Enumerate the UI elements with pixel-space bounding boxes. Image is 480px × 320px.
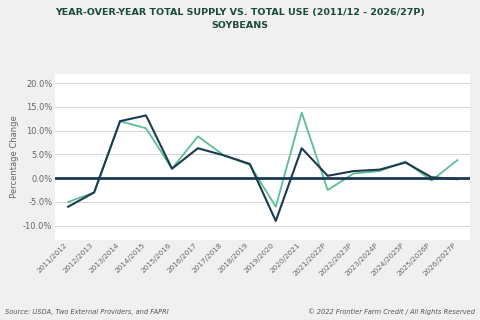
Total Use	[117, 119, 123, 123]
Total Use	[65, 200, 71, 204]
Total Supply	[403, 161, 408, 164]
Total Use	[455, 158, 460, 162]
Total Use	[429, 179, 434, 182]
Text: © 2022 Frontier Farm Credit / All Rights Reserved: © 2022 Frontier Farm Credit / All Rights…	[308, 308, 475, 315]
Total Supply	[221, 154, 227, 157]
Total Supply	[247, 162, 252, 166]
Total Supply	[455, 177, 460, 181]
Total Use	[221, 154, 227, 157]
Y-axis label: Percentage Change: Percentage Change	[10, 116, 19, 198]
Total Supply	[143, 114, 149, 117]
Total Supply	[169, 167, 175, 171]
Total Use	[143, 126, 149, 130]
Total Supply	[195, 146, 201, 150]
Total Supply	[65, 205, 71, 209]
Text: YEAR-OVER-YEAR TOTAL SUPPLY VS. TOTAL USE (2011/12 - 2026/27P): YEAR-OVER-YEAR TOTAL SUPPLY VS. TOTAL US…	[55, 8, 425, 17]
Total Use	[299, 111, 305, 115]
Total Supply	[325, 174, 331, 178]
Total Use	[91, 190, 97, 194]
Total Supply	[377, 168, 383, 172]
Total Supply	[351, 169, 357, 173]
Total Use	[403, 160, 408, 164]
Total Use	[351, 172, 357, 175]
Total Use	[377, 169, 383, 173]
Text: Source: USDA, Two External Providers, and FAPRI: Source: USDA, Two External Providers, an…	[5, 309, 168, 315]
Total Use	[195, 134, 201, 138]
Total Use	[273, 205, 279, 209]
Total Use	[325, 188, 331, 192]
Text: SOYBEANS: SOYBEANS	[212, 21, 268, 30]
Total Supply	[117, 119, 123, 123]
Total Supply	[91, 190, 97, 194]
Total Supply	[429, 175, 434, 179]
Line: Total Supply: Total Supply	[68, 116, 457, 221]
Total Use	[247, 163, 252, 167]
Total Supply	[299, 146, 305, 150]
Total Supply	[273, 219, 279, 223]
Line: Total Use: Total Use	[68, 113, 457, 207]
Total Use	[169, 167, 175, 171]
